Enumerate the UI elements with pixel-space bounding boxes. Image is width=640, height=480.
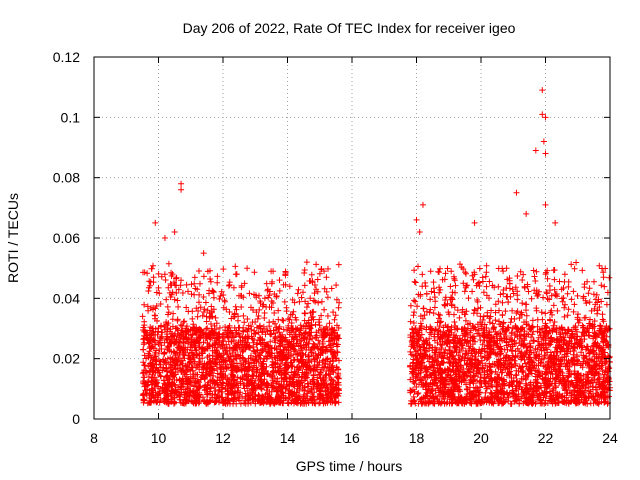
outlier-point	[540, 138, 547, 145]
outlier-point	[200, 250, 207, 257]
chart-title: Day 206 of 2022, Rate Of TEC Index for r…	[183, 20, 516, 36]
y-tick-label: 0.08	[53, 170, 80, 186]
outlier-point	[542, 201, 549, 208]
outlier-point	[419, 201, 426, 208]
y-tick-label: 0	[72, 411, 80, 427]
outlier-point	[471, 219, 478, 226]
axis-ticks: 8 10 12 14 16 18 20 22 24 0 0.02 0.04 0.06 0.08 0.1 0.1…	[53, 49, 618, 446]
x-tick-label: 12	[215, 430, 231, 446]
y-tick-label: 0.06	[53, 230, 80, 246]
y-tick-label: 0.02	[53, 351, 80, 367]
x-tick-label: 8	[90, 430, 98, 446]
outlier-point	[413, 216, 420, 223]
y-tick-label: 0.04	[53, 290, 80, 306]
x-tick-label: 20	[473, 430, 489, 446]
outlier-point	[523, 210, 530, 217]
outlier-point	[552, 219, 559, 226]
outlier-point	[232, 271, 239, 278]
y-tick-label: 0.1	[61, 109, 81, 125]
outlier-point	[161, 235, 168, 241]
x-tick-label: 14	[280, 430, 296, 446]
x-tick-label: 24	[602, 430, 618, 446]
outlier-point	[416, 228, 423, 235]
outlier-point	[539, 111, 546, 118]
outlier-point	[513, 189, 520, 196]
x-axis-label: GPS time / hours	[296, 458, 403, 474]
outlier-point	[532, 147, 539, 154]
scatter-points	[139, 259, 613, 407]
outlier-point	[171, 228, 178, 235]
outlier-point	[178, 180, 185, 187]
x-tick-label: 18	[409, 430, 425, 446]
outlier-point	[539, 87, 546, 94]
y-axis-label: ROTI / TECUs	[5, 193, 21, 283]
outlier-point	[600, 274, 607, 281]
outlier-point	[303, 259, 310, 266]
outlier-point	[152, 219, 159, 226]
data-points	[139, 87, 613, 407]
x-tick-label: 10	[151, 430, 167, 446]
outlier-point	[178, 186, 185, 193]
x-tick-label: 22	[538, 430, 554, 446]
outlier-point	[542, 150, 549, 157]
outlier-point	[542, 114, 549, 121]
x-tick-label: 16	[344, 430, 360, 446]
y-tick-label: 0.12	[53, 49, 80, 65]
